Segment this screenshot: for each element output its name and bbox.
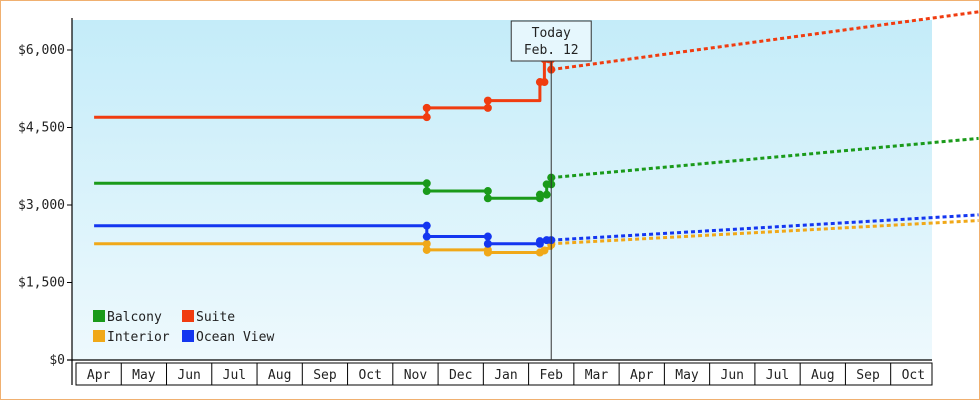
x-tick-label: Sep bbox=[313, 368, 337, 383]
data-point-balcony bbox=[483, 187, 492, 196]
x-tick-label: Jan bbox=[494, 368, 517, 383]
data-point-ocean-view bbox=[422, 232, 431, 241]
x-tick-label: Jul bbox=[223, 368, 246, 383]
forecast-line-suite bbox=[551, 10, 979, 72]
legend-label-interior: Interior bbox=[107, 330, 170, 345]
x-axis-band bbox=[75, 362, 933, 386]
legend-swatch-ocean-view bbox=[182, 330, 194, 342]
x-tick-label: Jun bbox=[721, 368, 744, 383]
y-tick-label: $6,000 bbox=[18, 43, 65, 58]
data-point-ocean-view bbox=[483, 232, 492, 241]
data-point-ocean-view bbox=[422, 221, 431, 230]
data-point-ocean-view bbox=[535, 237, 544, 246]
x-tick-label: Apr bbox=[630, 368, 654, 383]
plot-background bbox=[72, 20, 932, 360]
data-point-suite bbox=[422, 113, 431, 122]
x-tick-label: Sep bbox=[856, 368, 880, 383]
data-point-balcony bbox=[483, 194, 492, 203]
today-date: Feb. 12 bbox=[524, 43, 579, 58]
data-point-balcony bbox=[422, 179, 431, 188]
x-tick-label: Jul bbox=[766, 368, 789, 383]
y-tick-label: $0 bbox=[49, 353, 65, 368]
x-tick-label: Aug bbox=[268, 368, 291, 383]
data-point-suite bbox=[483, 103, 492, 112]
x-tick-label: Nov bbox=[404, 368, 428, 383]
data-point-balcony bbox=[422, 187, 431, 196]
y-tick-label: $4,500 bbox=[18, 121, 65, 136]
x-tick-label: Apr bbox=[87, 368, 111, 383]
series-ocean-view bbox=[94, 213, 979, 248]
forecast-line-balcony bbox=[551, 136, 979, 180]
today-label: Today bbox=[532, 26, 571, 41]
data-point-interior bbox=[483, 248, 492, 257]
x-tick-label: Jun bbox=[177, 368, 200, 383]
x-tick-label: Feb bbox=[539, 368, 563, 383]
legend-swatch-suite bbox=[182, 310, 194, 322]
legend-label-ocean-view: Ocean View bbox=[196, 330, 274, 345]
data-point-balcony bbox=[535, 190, 544, 199]
data-point-interior bbox=[540, 246, 549, 255]
today-box bbox=[510, 20, 592, 62]
legend-swatch-interior bbox=[93, 330, 105, 342]
x-tick-label: Mar bbox=[585, 368, 609, 383]
legend-label-suite: Suite bbox=[196, 310, 235, 325]
data-point-suite bbox=[540, 78, 549, 87]
forecast-line-interior bbox=[551, 219, 979, 246]
x-tick-label: Oct bbox=[358, 368, 381, 383]
x-tick-label: May bbox=[675, 368, 699, 383]
y-tick-label: $1,500 bbox=[18, 276, 65, 291]
x-tick-label: Aug bbox=[811, 368, 834, 383]
x-tick-label: Dec bbox=[449, 368, 472, 383]
legend-swatch-balcony bbox=[93, 310, 105, 322]
y-tick-label: $3,000 bbox=[18, 198, 65, 213]
data-point-suite bbox=[483, 96, 492, 105]
data-point-suite bbox=[422, 103, 431, 112]
data-point-interior bbox=[422, 245, 431, 254]
x-tick-label: Oct bbox=[902, 368, 925, 383]
forecast-line-ocean-view bbox=[551, 213, 979, 242]
x-tick-label: May bbox=[132, 368, 156, 383]
data-point-ocean-view bbox=[483, 239, 492, 248]
data-point-balcony bbox=[542, 190, 551, 199]
legend-label-balcony: Balcony bbox=[107, 310, 162, 325]
data-point-interior bbox=[422, 239, 431, 248]
